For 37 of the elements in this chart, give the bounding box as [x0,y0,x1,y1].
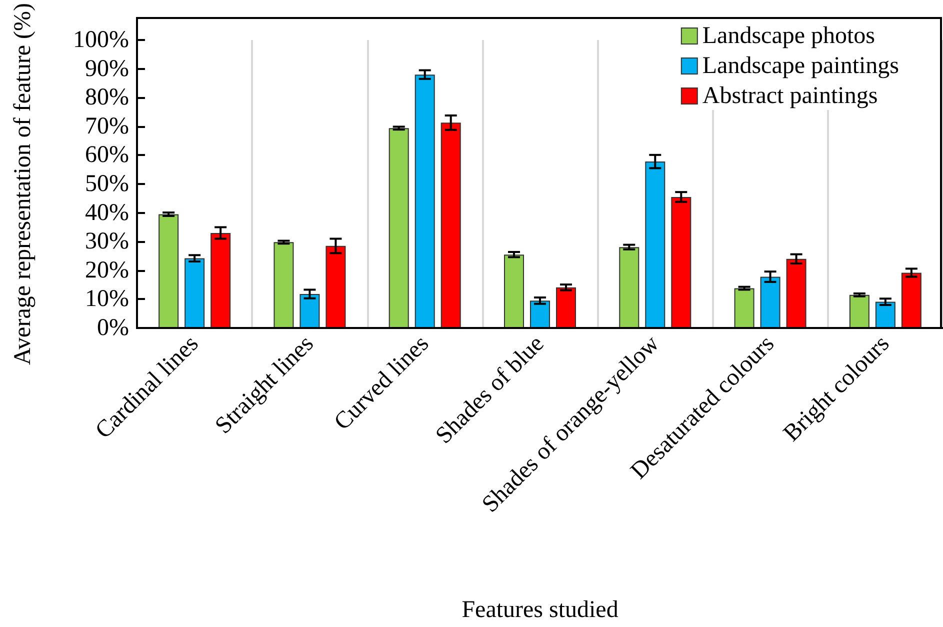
bar [530,300,550,328]
bar [300,294,320,328]
bar [619,247,640,328]
bar [760,276,780,328]
y-tick-label: 30% [85,228,129,255]
legend-label: Landscape photos [702,23,876,49]
bar [388,128,409,328]
bar [504,254,524,328]
y-tick-label: 10% [85,286,129,312]
bar [786,258,806,328]
x-axis-title: Features studied [462,597,618,623]
legend-label: Abstract paintings [702,83,878,109]
bar [849,294,870,328]
bar [210,232,231,328]
y-tick-label: 80% [85,84,129,111]
y-tick-label: 50% [85,171,129,198]
bar [875,302,896,328]
bar [671,196,692,328]
bar [440,122,461,328]
y-axis-title: Average representation of feature (%) [10,3,36,366]
y-tick-label: 20% [85,257,129,284]
bar [184,258,205,328]
y-tick-label: 0% [97,315,129,341]
y-tick-label: 100% [73,27,129,54]
bar [274,242,294,328]
y-tick-label: 90% [85,56,129,82]
bar [158,214,179,328]
y-tick-label: 70% [85,113,129,140]
bar [901,272,922,328]
bar [326,246,346,328]
bar [556,287,576,328]
y-tick-label: 60% [85,142,129,168]
legend-label: Landscape paintings [702,53,900,79]
bar [414,74,435,328]
bar [645,162,666,328]
y-tick-label: 40% [85,200,129,226]
bar [734,288,754,328]
